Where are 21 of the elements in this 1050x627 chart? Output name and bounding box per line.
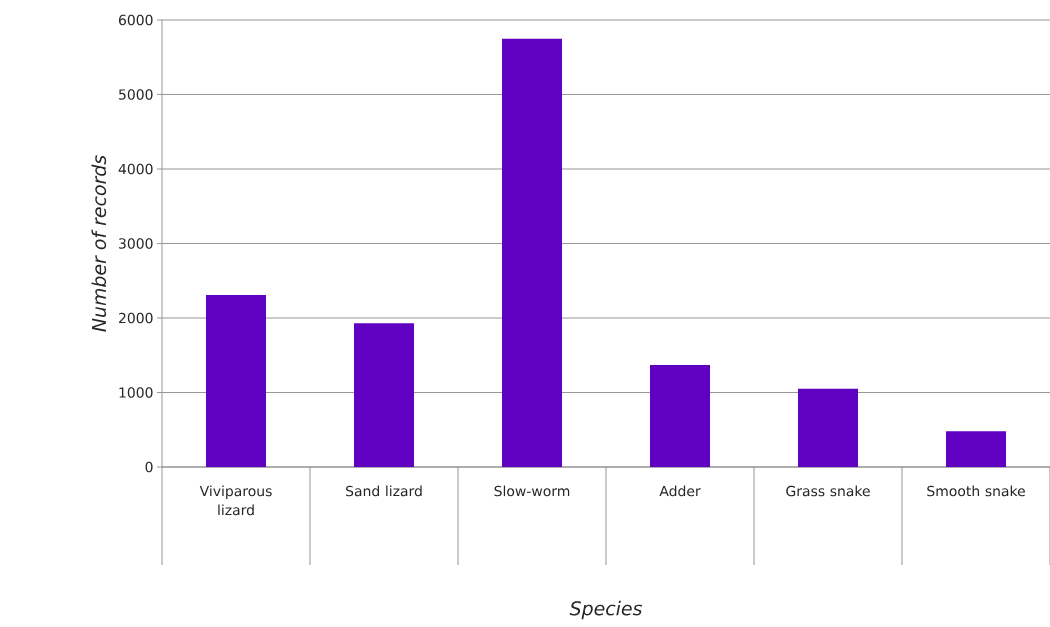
x-tick-label: Sand lizard <box>346 485 422 497</box>
y-tick-label: 5000 <box>119 89 153 100</box>
y-tick-label: 6000 <box>118 14 153 26</box>
y-axis-title: Number of records <box>91 155 107 332</box>
bar <box>798 388 859 467</box>
y-tick-label: 4000 <box>118 163 153 175</box>
x-tick-label: Grass snake <box>786 485 870 497</box>
x-tick-label: Adder <box>659 485 701 497</box>
y-tick-label: 1000 <box>119 387 153 398</box>
x-tick-label: Viviparous lizard <box>199 485 272 516</box>
bar <box>650 364 711 467</box>
x-tick-label: Smooth snake <box>927 485 1025 497</box>
bar <box>206 294 266 467</box>
bar <box>354 323 414 467</box>
y-tick-label: 3000 <box>119 238 153 249</box>
x-axis-title: Species <box>569 600 643 620</box>
bar <box>946 431 1007 467</box>
y-tick-label: 0 <box>145 461 153 473</box>
x-tick-label: Slow-worm <box>494 485 570 497</box>
bar <box>502 38 562 467</box>
y-tick-label: 2000 <box>119 312 153 324</box>
